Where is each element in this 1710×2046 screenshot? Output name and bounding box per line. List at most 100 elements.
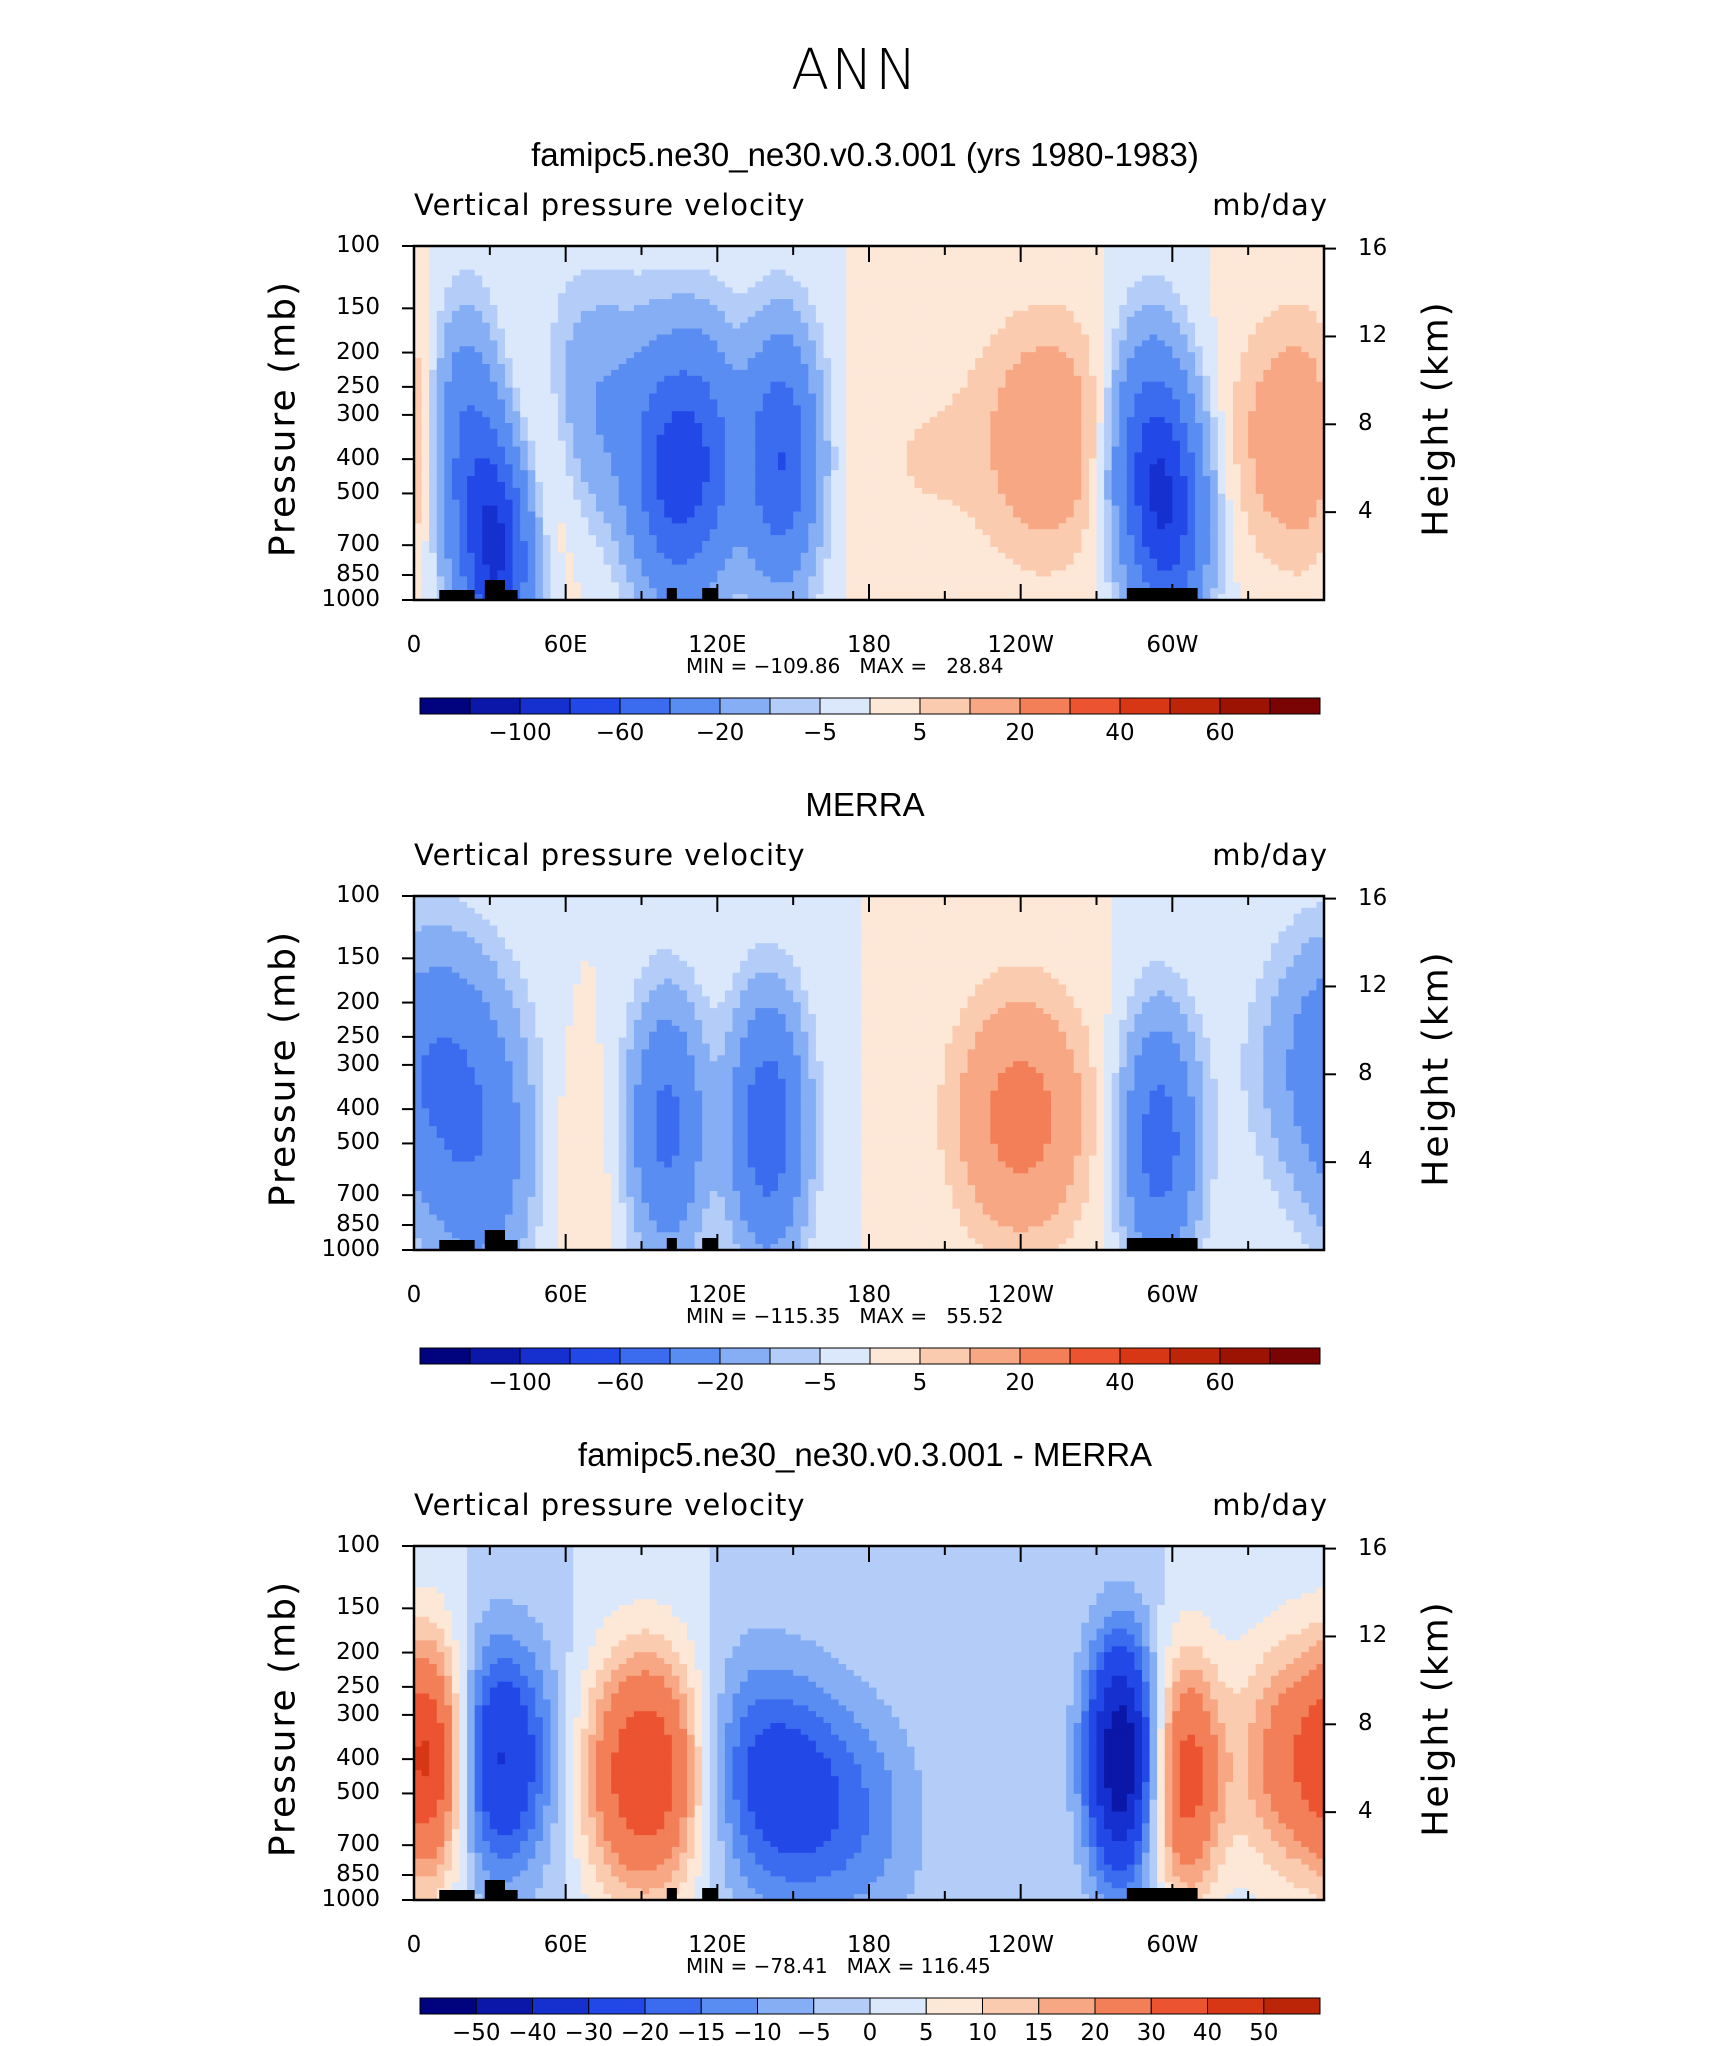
heatmap-cell <box>573 381 582 389</box>
heatmap-cell <box>527 257 536 265</box>
heatmap-cell <box>1013 558 1022 566</box>
heatmap-cell <box>550 476 559 483</box>
heatmap-cell <box>884 541 893 548</box>
heatmap-cell <box>747 417 756 424</box>
heatmap-cell <box>520 275 529 282</box>
heatmap-cell <box>618 263 627 271</box>
heatmap-cell <box>747 446 756 454</box>
heatmap-cell <box>467 499 476 507</box>
heatmap-cell <box>414 369 423 377</box>
heatmap-cell <box>550 576 559 583</box>
heatmap-cell <box>808 287 817 294</box>
heatmap-cell <box>1020 564 1029 572</box>
heatmap-cell <box>588 263 597 271</box>
heatmap-cell <box>542 588 552 595</box>
heatmap-cell <box>944 293 954 300</box>
heatmap-cell <box>785 517 794 524</box>
heatmap-cell <box>717 511 726 518</box>
heatmap-cell <box>831 251 840 259</box>
heatmap-cell <box>512 428 521 436</box>
heatmap-cell <box>869 541 878 548</box>
heatmap-cell <box>906 246 916 253</box>
heatmap-cell <box>497 570 506 577</box>
heatmap-cell <box>679 452 688 459</box>
heatmap-cell <box>740 476 749 483</box>
heatmap-cell <box>641 251 650 259</box>
heatmap-cell <box>649 269 658 277</box>
heatmap-cell <box>550 352 559 359</box>
heatmap-cell <box>588 541 597 548</box>
heatmap-cell <box>762 352 772 359</box>
heatmap-cell <box>436 417 445 424</box>
heatmap-cell <box>778 275 787 282</box>
heatmap-cell <box>565 381 574 389</box>
heatmap-cell <box>451 263 461 271</box>
heatmap-cell <box>535 328 544 336</box>
heatmap-cell <box>755 328 764 336</box>
heatmap-cell <box>459 493 468 501</box>
heatmap-cell <box>800 299 809 306</box>
heatmap-cell <box>808 375 817 383</box>
heatmap-cell <box>853 582 863 589</box>
heatmap-cell <box>967 405 976 412</box>
heatmap-cell <box>800 310 809 318</box>
heatmap-cell <box>1035 423 1045 430</box>
heatmap-cell <box>1013 476 1022 483</box>
heatmap-cell <box>891 405 900 412</box>
heatmap-cell <box>679 487 688 495</box>
heatmap-cell <box>815 346 825 353</box>
heatmap-cell <box>618 287 627 294</box>
heatmap-cell <box>770 535 779 542</box>
heatmap-cell <box>626 417 635 424</box>
heatmap-cell <box>944 316 954 324</box>
heatmap-cell <box>451 275 461 282</box>
heatmap-cell <box>489 263 499 271</box>
heatmap-cell <box>770 281 779 288</box>
heatmap-cell <box>671 281 681 288</box>
heatmap-cell <box>960 523 969 530</box>
heatmap-cell <box>451 434 461 442</box>
heatmap-cell <box>414 541 423 548</box>
heatmap-cell <box>808 458 817 465</box>
heatmap-cell <box>474 316 483 324</box>
heatmap-cell <box>664 352 673 359</box>
heatmap-cell <box>542 275 552 282</box>
heatmap-cell <box>800 316 809 324</box>
heatmap-cell <box>573 246 582 253</box>
heatmap-cell <box>876 517 885 524</box>
heatmap-cell <box>565 387 574 395</box>
heatmap-cell <box>982 269 991 277</box>
heatmap-cell <box>527 588 536 595</box>
heatmap-cell <box>687 251 696 259</box>
heatmap-cell <box>535 322 544 330</box>
heatmap-cell <box>747 293 756 300</box>
heatmap-cell <box>929 364 938 371</box>
heatmap-cell <box>899 582 908 589</box>
heatmap-cell <box>1035 293 1045 300</box>
heatmap-cell <box>626 411 635 418</box>
heatmap-cell <box>831 446 840 454</box>
heatmap-cell <box>505 582 514 589</box>
heatmap-cell <box>671 440 681 448</box>
heatmap-cell <box>747 405 756 412</box>
heatmap-cell <box>808 541 817 548</box>
heatmap-cell <box>937 458 946 465</box>
heatmap-cell <box>414 246 423 253</box>
heatmap-cell <box>550 417 559 424</box>
heatmap-cell <box>997 523 1007 530</box>
heatmap-cell <box>694 393 703 400</box>
heatmap-cell <box>952 387 961 395</box>
heatmap-cell <box>876 369 885 377</box>
heatmap-cell <box>869 246 878 253</box>
heatmap-cell <box>1028 541 1037 548</box>
heatmap-cell <box>436 334 445 341</box>
heatmap-cell <box>527 470 536 477</box>
heatmap-cell <box>755 476 764 483</box>
heatmap-cell <box>831 546 840 554</box>
heatmap-cell <box>755 411 764 418</box>
heatmap-cell <box>846 281 855 288</box>
heatmap-cell <box>785 275 794 282</box>
heatmap-cell <box>702 352 711 359</box>
heatmap-cell <box>520 305 529 312</box>
heatmap-cell <box>694 582 703 589</box>
